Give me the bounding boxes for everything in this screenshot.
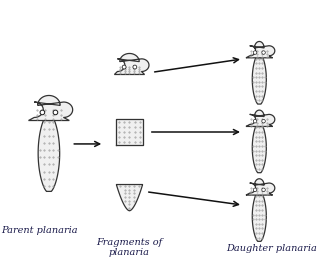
Circle shape xyxy=(41,111,44,114)
Circle shape xyxy=(263,120,264,122)
Text: Parent planaria: Parent planaria xyxy=(2,226,78,235)
Text: Fragments of
planaria: Fragments of planaria xyxy=(96,238,163,257)
Circle shape xyxy=(133,65,136,69)
Circle shape xyxy=(262,120,265,122)
Circle shape xyxy=(254,52,256,53)
Circle shape xyxy=(40,110,44,115)
Polygon shape xyxy=(28,96,73,120)
Circle shape xyxy=(263,52,264,53)
Circle shape xyxy=(123,65,126,69)
Circle shape xyxy=(254,188,256,191)
Polygon shape xyxy=(116,119,143,145)
Circle shape xyxy=(254,120,256,122)
Circle shape xyxy=(134,66,136,68)
Circle shape xyxy=(262,51,265,54)
Circle shape xyxy=(254,51,256,54)
Circle shape xyxy=(53,110,58,115)
Polygon shape xyxy=(246,41,275,58)
Polygon shape xyxy=(246,179,275,195)
Polygon shape xyxy=(246,110,275,126)
Circle shape xyxy=(123,66,125,68)
Polygon shape xyxy=(116,185,143,211)
Circle shape xyxy=(263,189,264,191)
Polygon shape xyxy=(114,54,149,74)
Circle shape xyxy=(262,188,265,191)
Polygon shape xyxy=(38,120,60,191)
Text: Daughter planaria: Daughter planaria xyxy=(226,244,317,253)
Polygon shape xyxy=(252,58,266,104)
Circle shape xyxy=(54,111,57,114)
Polygon shape xyxy=(252,126,266,173)
Circle shape xyxy=(254,120,256,122)
Circle shape xyxy=(254,189,256,191)
Polygon shape xyxy=(252,195,266,241)
